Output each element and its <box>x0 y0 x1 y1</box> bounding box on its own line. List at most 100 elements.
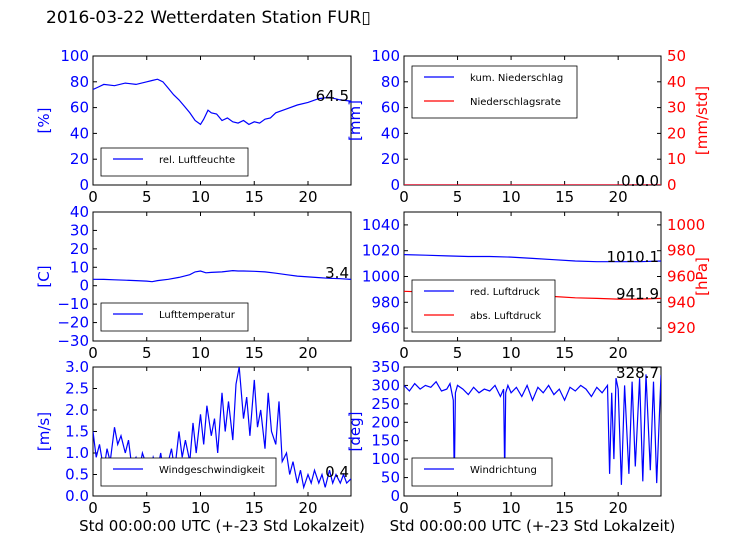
y-tick-label: 50 <box>381 469 400 487</box>
value-readout: 64.5 <box>316 87 349 105</box>
y-tick-label: 10 <box>70 258 89 276</box>
y-tick-label: 40 <box>70 203 89 221</box>
x-tick-label: 0 <box>88 188 98 206</box>
x-tick-label: 20 <box>609 499 628 517</box>
y-tick-label: 60 <box>381 99 400 117</box>
x-tick-label: 15 <box>245 344 264 362</box>
y-tick-label: 80 <box>70 73 89 91</box>
y-tick-label: 100 <box>60 47 89 65</box>
x-axis-label: Std 00:00:00 UTC (+-23 Std Lokalzeit) <box>79 517 365 535</box>
legend-label: abs. Luftdruck <box>470 311 541 322</box>
series-line-lufttemperatur <box>93 269 351 283</box>
y-tick-label: 0 <box>79 176 89 194</box>
y-tick-label: 1000 <box>362 268 400 286</box>
y-tick-label: 2.0 <box>65 401 89 419</box>
legend-box <box>411 279 556 333</box>
value-readout-left: 0.0 <box>621 172 645 190</box>
x-tick-label: 5 <box>142 344 152 362</box>
y-axis-label: [%] <box>35 108 53 134</box>
y-right-tick-label: 50 <box>667 47 686 65</box>
legend-label: Windrichtung <box>470 465 537 476</box>
x-tick-label: 10 <box>502 499 521 517</box>
value-readout: 328.7 <box>616 364 659 382</box>
x-tick-label: 0 <box>399 499 409 517</box>
value-readout-right: 0.0 <box>635 172 659 190</box>
x-tick-label: 15 <box>245 499 264 517</box>
y-tick-label: 0 <box>79 277 89 295</box>
y-right-tick-label: 920 <box>667 319 696 337</box>
value-readout-top: 1010.1 <box>607 248 660 266</box>
x-tick-label: 15 <box>555 344 574 362</box>
x-tick-label: 15 <box>245 188 264 206</box>
legend-box <box>100 147 249 177</box>
x-tick-label: 15 <box>555 499 574 517</box>
value-readout-bottom: 941.9 <box>616 285 659 303</box>
x-tick-label: 0 <box>88 499 98 517</box>
x-tick-label: 20 <box>609 188 628 206</box>
series-line-rel-luftfeuchte <box>93 78 351 126</box>
series-line-red-luftdruck <box>404 254 661 263</box>
y-tick-label: 350 <box>371 358 400 376</box>
x-tick-label: 5 <box>453 188 463 206</box>
y-right-tick-label: 1000 <box>667 216 705 234</box>
x-tick-label: 15 <box>555 188 574 206</box>
y-right-tick-label: 960 <box>667 268 696 286</box>
x-tick-label: 10 <box>502 188 521 206</box>
x-tick-label: 5 <box>453 344 463 362</box>
y-tick-label: 1.5 <box>65 423 89 441</box>
y-tick-label: 200 <box>371 413 400 431</box>
x-tick-label: 10 <box>191 499 210 517</box>
y-tick-label: 250 <box>371 395 400 413</box>
x-tick-label: 10 <box>191 188 210 206</box>
series-line-windgeschwindigkeit <box>93 367 351 490</box>
y-right-tick-label: 980 <box>667 242 696 260</box>
x-tick-label: 5 <box>142 188 152 206</box>
legend-box <box>100 302 249 332</box>
y-axis-label: [C] <box>35 265 53 287</box>
x-tick-label: 20 <box>298 499 317 517</box>
y-tick-label: 2.5 <box>65 380 89 398</box>
y-tick-label: 40 <box>381 124 400 142</box>
value-readout: 0.4 <box>325 463 349 481</box>
y-tick-label: 60 <box>70 99 89 117</box>
y-axis-label: [m/s] <box>35 412 53 451</box>
y-right-tick-label: 40 <box>667 73 686 91</box>
x-tick-label: 5 <box>142 499 152 517</box>
legend-box <box>100 457 277 487</box>
y-tick-label: 100 <box>371 47 400 65</box>
y-tick-label: −10 <box>57 295 89 313</box>
y-tick-label: 0 <box>390 487 400 505</box>
x-tick-label: 5 <box>453 499 463 517</box>
legend-label: Niederschlagsrate <box>470 97 561 108</box>
x-tick-label: 0 <box>88 344 98 362</box>
x-tick-label: 20 <box>298 344 317 362</box>
x-tick-label: 20 <box>609 344 628 362</box>
y-right-axis-label: [hPa] <box>693 257 711 296</box>
page-title: 2016-03-22 Wetterdaten Station FUR▯ <box>46 8 371 28</box>
legend-box <box>411 457 553 487</box>
x-tick-label: 10 <box>502 344 521 362</box>
y-tick-label: 40 <box>70 124 89 142</box>
y-tick-label: 1020 <box>362 242 400 260</box>
y-right-tick-label: 10 <box>667 150 686 168</box>
series-line-windrichtung <box>404 374 661 485</box>
y-tick-label: 20 <box>70 150 89 168</box>
y-right-axis-label: [mm/std] <box>693 86 711 155</box>
x-tick-label: 0 <box>399 188 409 206</box>
y-right-tick-label: 20 <box>667 124 686 142</box>
y-tick-label: 30 <box>70 221 89 239</box>
y-axis-label: [mm] <box>346 100 364 141</box>
x-tick-label: 10 <box>191 344 210 362</box>
legend-box <box>411 65 578 119</box>
y-tick-label: 20 <box>70 240 89 258</box>
x-tick-label: 20 <box>298 188 317 206</box>
y-tick-label: 3.0 <box>65 358 89 376</box>
y-tick-label: 80 <box>381 73 400 91</box>
legend-label: rel. Luftfeuchte <box>159 155 235 166</box>
y-tick-label: −20 <box>57 314 89 332</box>
y-axis-label: [deg] <box>346 412 364 452</box>
y-tick-label: 150 <box>371 432 400 450</box>
y-tick-label: 300 <box>371 376 400 394</box>
y-tick-label: 1040 <box>362 216 400 234</box>
y-tick-label: 960 <box>371 319 400 337</box>
